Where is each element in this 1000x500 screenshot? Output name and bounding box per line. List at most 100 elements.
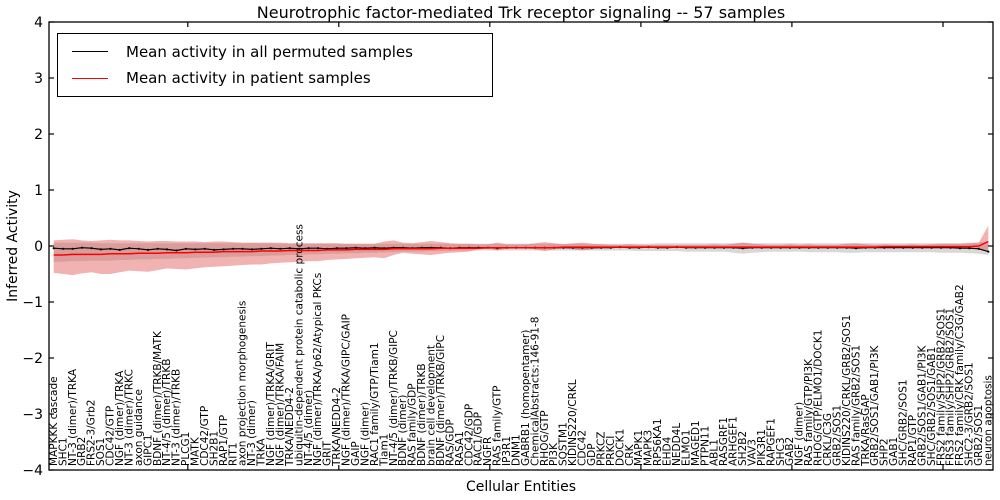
permuted-mean-marker: [335, 247, 338, 250]
y-tick-label: −4: [22, 463, 43, 479]
permuted-mean-marker: [99, 248, 102, 251]
permuted-mean-marker: [80, 246, 84, 249]
x-tick-label: EHD4: [662, 436, 674, 466]
x-tick-label: GRB2/SOS1: [831, 405, 843, 466]
x-tick-label: PI3K: [548, 442, 560, 466]
y-tick-label: 3: [34, 71, 43, 87]
x-tick-label: RAPGEF1: [765, 418, 777, 466]
x-tick-label: RAS family/GTP/PI3K: [803, 358, 815, 466]
patient-band: [53, 225, 989, 276]
x-tick-label: CDC42: [577, 430, 589, 466]
x-tick-label: NGF (dimer)/TRKA: [114, 370, 126, 466]
x-tick-label: TRKA/NEDD4-2: [284, 387, 296, 467]
x-tick-label: RAC1 family/GTP/Tiam1: [369, 342, 381, 466]
x-tick-label: NT-3 (dimer)/TRKA: [67, 368, 79, 466]
x-tick-label: BDNF (dimer)/TRKB: [416, 363, 428, 466]
x-tick-label: NGF (dimer): [794, 402, 806, 466]
x-tick-label: SH2B2: [737, 431, 749, 466]
x-tick-label: axon projection morphogenesis: [237, 301, 249, 466]
x-tick-label: NT-4/5 (dimer)/TRKB: [161, 359, 173, 466]
y-tick-label: −3: [22, 407, 43, 423]
x-tick-label: NEDD4L: [671, 423, 683, 466]
permuted-mean-marker: [250, 248, 254, 251]
x-tick-label: FRS2-3/Grb2: [86, 400, 98, 467]
permuted-mean-marker: [137, 247, 140, 250]
x-tick-label: NGF (dimer): [359, 402, 371, 466]
x-tick-label: SHC1: [57, 437, 69, 466]
x-tick-label: ELMO1: [680, 430, 692, 467]
legend-entry-permuted: Mean activity in all permuted samples: [58, 43, 492, 61]
legend-label-permuted: Mean activity in all permuted samples: [126, 42, 413, 61]
x-tick-label: RPS6KA1: [652, 418, 664, 466]
x-tick-label: RAP1/GTP: [907, 415, 919, 466]
x-tick-label: SHC3: [775, 437, 787, 466]
x-tick-label: BDNF (dimer)/TRKB/MATK: [152, 330, 164, 466]
x-tick-label: MAPKKK cascade: [48, 376, 60, 466]
x-tick-label: MAPK3: [643, 430, 655, 466]
x-tick-label: ChemicalAbstracts:146-91-8: [529, 317, 541, 466]
x-tick-label: SHC2-3/GRB2/SOS1: [964, 362, 976, 466]
x-tick-label: MAGED1: [690, 420, 702, 466]
permuted-mean-marker: [175, 249, 178, 252]
x-tick-label: KIDINS220/CRKL/GRB2/SOS1: [841, 315, 853, 466]
legend-box: Mean activity in all permuted samples Me…: [57, 33, 493, 97]
permuted-mean-marker: [288, 247, 291, 250]
x-tick-label: GRIT: [322, 440, 334, 466]
permuted-mean-marker: [118, 248, 121, 251]
x-tick-label: RAC1/GDP: [473, 412, 485, 466]
x-tick-label: FRS2 family/SHP2/GRB2/SOS1: [935, 308, 947, 466]
x-tick-label: MATK: [190, 436, 202, 466]
x-tick-label: RAP1/GTP: [218, 415, 230, 466]
permuted-mean-marker: [109, 247, 112, 250]
x-tick-label: RAS/GDP: [444, 419, 456, 466]
x-tick-label: RAS family/GTP: [492, 385, 504, 466]
x-tick-label: RIT1: [227, 443, 239, 467]
x-tick-label: NT-3 (dimer)/TRKB: [171, 369, 183, 466]
x-tick-label: CDC42/GTP: [105, 406, 117, 466]
x-tick-label: Tiam1: [378, 434, 390, 467]
x-tick-label: NT-3 (dimer): [246, 400, 258, 466]
x-tick-label: FRS3 family/SHP2/GRB2/SOS1: [945, 308, 957, 466]
x-tick-label: GIPC1: [142, 434, 154, 466]
x-tick-label: NGF (dimer)/TRKA/GIPC/GAIP: [341, 314, 353, 466]
y-tick-label: −1: [22, 295, 43, 311]
x-tick-label: GABRB1 (homopentamer): [520, 330, 532, 466]
permuted-mean-marker: [52, 247, 55, 250]
x-tick-label: DNM1: [511, 434, 523, 466]
legend-label-patient: Mean activity in patient samples: [126, 69, 371, 88]
x-tick-label: NT-3 (dimer)/TRKC: [123, 369, 135, 466]
y-tick-label: 0: [34, 239, 43, 255]
x-tick-label: SQSTM1: [558, 422, 570, 466]
x-tick-label: FRS2 family/CRK family/C3G/GAB2: [954, 284, 966, 466]
x-tick-label: PTPN11: [699, 426, 711, 466]
x-tick-label: NGF (dimer)/TRKA/p62/Atypical PKCs: [312, 273, 324, 466]
x-tick-label: NT-4/5 (dimer)/TRKB/GIPC: [388, 330, 400, 466]
permuted-mean-marker: [279, 247, 282, 250]
x-tick-label: SH2B1: [208, 431, 220, 466]
x-tick-label: TRKA/RasGAP: [860, 394, 872, 467]
x-tick-label: NGFR: [482, 437, 494, 466]
permuted-mean-marker: [987, 250, 990, 253]
patient-line-swatch: [72, 77, 108, 79]
x-tick-label: PIK3R1: [756, 429, 768, 466]
x-tick-label: DOCK1: [614, 429, 626, 466]
x-tick-label: TRKA/NEDD4-2: [331, 387, 343, 467]
x-tick-label: RAS family/GDP: [407, 383, 419, 466]
permuted-mean-marker: [62, 247, 65, 250]
x-tick-label: RHOG/GTP/ELMO1/DOCK1: [813, 330, 825, 466]
x-tick-label: SHC/GRB2/SOS1/GAB1: [926, 347, 938, 466]
x-tick-label: ubiquitin-dependent protein catabolic pr…: [293, 224, 305, 466]
y-tick-label: 1: [34, 183, 43, 199]
x-tick-label: GAIP: [350, 441, 362, 466]
chart-title: Neurotrophic factor-mediated Trk recepto…: [256, 3, 786, 22]
permuted-mean-marker: [354, 246, 357, 249]
permuted-mean-marker: [373, 246, 376, 249]
x-tick-label: ARHGEF1: [728, 416, 740, 466]
x-tick-label: ABL1: [709, 439, 721, 466]
x-tick-label: KIDINS220/CRKL: [567, 379, 579, 466]
x-tick-label: neuron apoptosis: [983, 375, 995, 466]
permuted-mean-marker: [213, 248, 216, 251]
permuted-mean-marker: [241, 247, 244, 250]
